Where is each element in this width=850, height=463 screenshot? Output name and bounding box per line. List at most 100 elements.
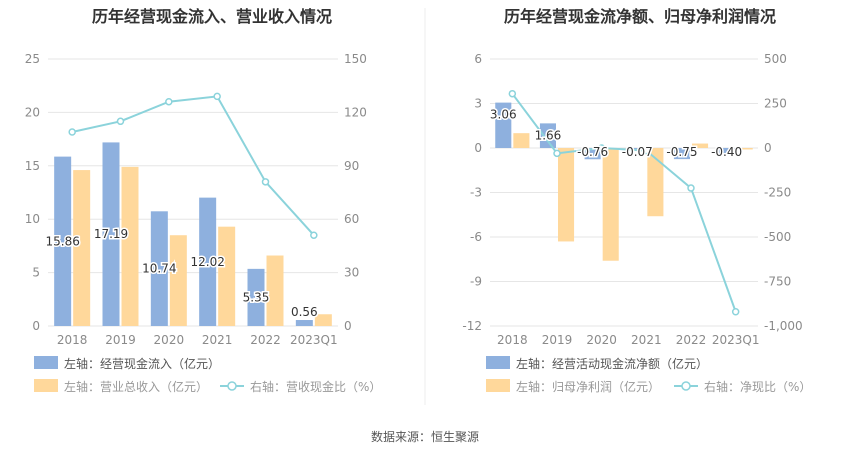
data-label: 3.06: [490, 108, 517, 122]
y-left-tick-label: 3: [474, 97, 482, 111]
y-right-tick-label: 500: [764, 52, 787, 66]
bar-series-1: [584, 148, 601, 160]
x-tick-label: 2023Q1: [712, 333, 760, 347]
x-tick-label: 2018: [57, 333, 88, 347]
line-point: [731, 308, 740, 316]
chart-1-title: 历年经营现金流入、营业收入情况: [92, 7, 332, 26]
y-right-tick-label: 150: [344, 52, 367, 66]
y-right-tick-label: 30: [344, 266, 359, 280]
bar-series-2: [647, 148, 664, 217]
bar-series-2: [558, 148, 575, 242]
legend-swatch-marker: [681, 381, 691, 391]
y-left-tick-label: 5: [32, 266, 40, 280]
bar-series-1: [495, 102, 512, 148]
legend-swatch: [34, 356, 58, 369]
y-left-tick-label: 25: [25, 52, 40, 66]
x-tick-label: 2020: [586, 333, 617, 347]
y-left-tick-label: 0: [474, 141, 482, 155]
line-series: [511, 93, 737, 313]
data-label: 17.19: [94, 227, 128, 241]
data-label: -0.07: [622, 145, 653, 159]
bar-series-2: [692, 143, 709, 148]
data-label: 10.74: [142, 262, 176, 276]
bar-series-1: [150, 211, 168, 326]
legend-label: 左轴：归母净利润（亿元）: [516, 379, 660, 394]
legend-label: 右轴：营收现金比（%）: [250, 379, 381, 394]
bar-series-2: [73, 170, 91, 326]
bar-series-1: [199, 197, 217, 326]
y-right-tick-label: 0: [764, 141, 772, 155]
y-left-tick-label: -6: [470, 230, 482, 244]
bar-series-2: [602, 148, 619, 261]
x-tick-label: 2019: [542, 333, 573, 347]
y-right-tick-label: 0: [344, 319, 352, 333]
y-right-tick-label: -500: [764, 230, 791, 244]
y-left-tick-label: 20: [25, 105, 40, 119]
line-point: [642, 146, 651, 155]
data-label: 12.02: [190, 255, 224, 269]
y-right-tick-label: -1,000: [764, 319, 803, 333]
legend-swatch: [34, 379, 58, 392]
data-label: -0.75: [666, 145, 697, 159]
line-point: [597, 144, 606, 152]
data-label: -0.40: [711, 145, 742, 159]
legend-swatch: [486, 379, 510, 392]
y-right-tick-label: 90: [344, 159, 359, 173]
y-left-tick-label: 0: [32, 319, 40, 333]
x-tick-label: 2019: [105, 333, 136, 347]
legend-label: 左轴：经营现金流入（亿元）: [64, 356, 220, 371]
data-label: 15.86: [45, 234, 79, 248]
legend-label: 右轴：净现比（%）: [704, 379, 811, 394]
line-point: [553, 149, 561, 158]
bar-series-2: [121, 166, 139, 326]
bar-series-1: [629, 148, 646, 150]
y-left-tick-label: 6: [474, 52, 482, 66]
data-label: 1.66: [535, 128, 562, 142]
bar-series-2: [266, 255, 284, 326]
y-right-tick-label: -750: [764, 275, 791, 289]
bar-series-1: [54, 156, 72, 326]
line-point: [116, 117, 125, 126]
bar-series-1: [102, 142, 120, 326]
x-tick-label: 2018: [497, 333, 528, 347]
x-tick-label: 2022: [676, 333, 707, 347]
legend-swatch-marker: [227, 381, 237, 391]
y-left-tick-label: -3: [470, 186, 482, 200]
line-point: [687, 184, 695, 192]
bar-series-2: [314, 314, 332, 326]
bar-series-2: [169, 235, 187, 326]
x-tick-label: 2021: [202, 333, 233, 347]
line-point: [213, 92, 221, 101]
data-label: -0.76: [577, 145, 608, 159]
line-point: [310, 231, 318, 239]
y-right-tick-label: 120: [344, 105, 367, 119]
y-left-tick-label: 10: [25, 212, 40, 226]
bar-series-1: [673, 148, 690, 160]
chart-1: 0 5 10 15 20 25 0 30 60 90 120 150 2018 2019 2020 2021 2…: [25, 52, 382, 394]
legend-swatch: [486, 356, 510, 369]
legend-label: 左轴：营业总收入（亿元）: [64, 379, 208, 394]
x-tick-label: 2022: [250, 333, 281, 347]
data-label: 0.56: [291, 305, 318, 319]
y-left-tick-label: 15: [25, 159, 40, 173]
line-point: [68, 128, 76, 136]
bar-series-1: [718, 148, 735, 154]
bar-series-1: [247, 268, 265, 326]
data-label: 5.35: [243, 290, 270, 304]
line-point: [261, 178, 270, 186]
chart-2-title: 历年经营现金流净额、归母净利润情况: [504, 7, 776, 26]
x-tick-label: 2021: [631, 333, 662, 347]
bar-series-2: [736, 148, 753, 150]
y-left-tick-label: -9: [470, 275, 482, 289]
legend-label: 左轴：经营活动现金流净额（亿元）: [516, 356, 708, 371]
chart-2: -12 -9 -6 -3 0 3 6 -1,000 -750 -500 -250 0 250 500 201…: [462, 52, 811, 394]
y-right-tick-label: 60: [344, 212, 359, 226]
bar-series-1: [539, 123, 556, 148]
line-series: [71, 95, 315, 236]
y-right-tick-label: 250: [764, 97, 787, 111]
line-point: [165, 97, 173, 106]
y-right-tick-label: -250: [764, 186, 791, 200]
source-note: 数据来源：恒生聚源: [370, 430, 479, 444]
bar-series-1: [295, 320, 313, 326]
